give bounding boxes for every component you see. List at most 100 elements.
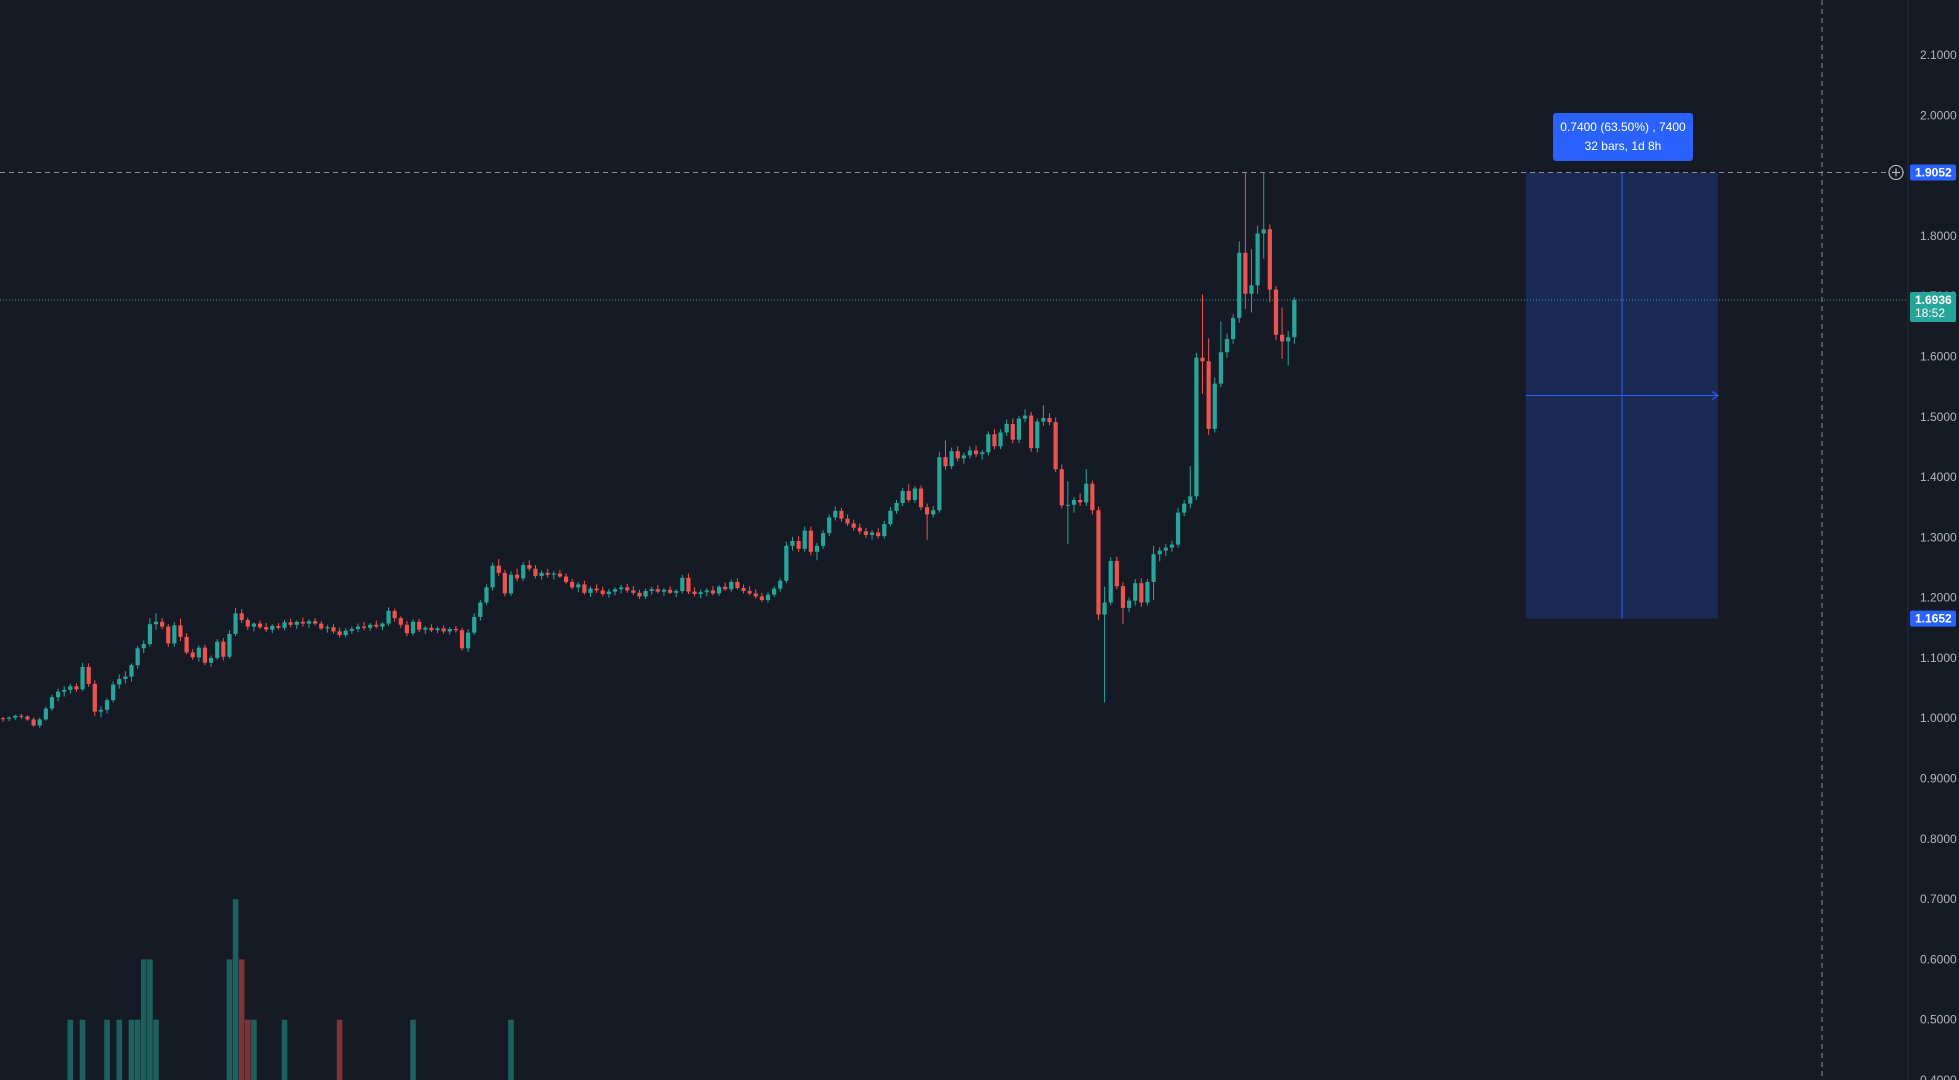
candle-body [747, 591, 752, 594]
candle-body [472, 616, 477, 633]
candle-body [1292, 299, 1297, 338]
candle-body [31, 719, 36, 726]
candle-body [955, 451, 960, 459]
candle-body [710, 590, 716, 594]
candle-body [514, 574, 520, 579]
candle-body [1194, 357, 1199, 497]
svg-text:1.1652: 1.1652 [1915, 612, 1952, 626]
candle-body [331, 627, 336, 632]
candle-body [1145, 581, 1150, 603]
candle-body [1047, 417, 1052, 423]
candle-body [257, 623, 263, 628]
candle-body [937, 457, 942, 511]
candle-body [215, 641, 220, 658]
candle-body [741, 588, 746, 592]
candle-body [208, 657, 214, 663]
candle-body [576, 584, 581, 588]
measure-arrow-icon [1711, 391, 1719, 400]
candle-body [1053, 422, 1058, 470]
volume-bar [251, 1019, 257, 1080]
measure-tooltip-line1: 0.7400 (63.50%) , 7400 [1560, 120, 1686, 134]
candle-body [723, 586, 728, 590]
candle-body [0, 718, 6, 720]
candle-body [129, 665, 134, 677]
candle-body [857, 527, 862, 532]
candle-body [631, 590, 636, 593]
candle-body [533, 568, 538, 576]
candle-body [135, 648, 140, 666]
candle-body [772, 588, 777, 595]
candle-body [912, 488, 917, 500]
candle-body [98, 709, 104, 712]
candle-body [1016, 418, 1022, 440]
candle-body [906, 490, 911, 500]
candle-body [931, 510, 936, 515]
volume-bar [140, 959, 147, 1080]
candle-body [1163, 547, 1168, 551]
volume-bar [134, 1019, 141, 1080]
candle-body [1237, 252, 1242, 318]
candle-body [1065, 504, 1070, 506]
price-tick-label: 0.9000 [1920, 772, 1957, 786]
candle-body [778, 580, 783, 589]
candle-body [851, 523, 856, 528]
candle-body [1212, 383, 1217, 429]
candle-body [1114, 560, 1119, 587]
candle-body [1243, 252, 1248, 294]
candle-body [876, 532, 881, 537]
candle-body [417, 621, 422, 630]
candle-body [1004, 424, 1009, 433]
candle-body [166, 626, 171, 644]
candle-body [1096, 510, 1101, 615]
candle-body [918, 488, 924, 508]
candle-body [202, 647, 208, 663]
candle-body [368, 624, 373, 628]
candle-body [1255, 233, 1260, 286]
candle-body [355, 626, 361, 629]
candle-body [1059, 469, 1064, 506]
candle-body [1151, 554, 1156, 582]
candle-body [86, 666, 91, 684]
candle-body [1175, 512, 1181, 545]
price-tick-label: 1.1000 [1920, 651, 1957, 665]
candle-body [802, 530, 807, 549]
candle-body [1102, 602, 1107, 615]
candle-body [43, 708, 48, 720]
price-tick-label: 0.5000 [1920, 1013, 1957, 1027]
price-tick-label: 2.0000 [1920, 108, 1957, 122]
candle-body [704, 590, 709, 593]
candle-body [1041, 417, 1046, 422]
measure-tooltip: 0.7400 (63.50%) , 7400 32 bars, 1d 8h [1553, 113, 1693, 161]
candle-body [1182, 503, 1187, 513]
candle-body [661, 589, 667, 592]
candle-body [1010, 424, 1015, 440]
candle-body [1090, 483, 1095, 511]
volume-bar [147, 959, 153, 1080]
candle-body [1029, 415, 1034, 449]
volume-bar [116, 1019, 123, 1080]
candle-body [478, 602, 483, 617]
candle-body [392, 610, 397, 619]
candle-body [111, 684, 116, 701]
candle-body [245, 619, 250, 627]
candle-body [986, 434, 991, 453]
candle-body [123, 676, 128, 680]
candle-body [521, 565, 526, 579]
volume-bar [281, 1019, 288, 1080]
candle-body [692, 591, 697, 595]
volume-bar [79, 1019, 86, 1080]
candle-body [74, 686, 79, 690]
candle-body [190, 652, 195, 658]
candle-body [508, 574, 514, 594]
candle-body [1022, 415, 1028, 419]
candle-body [894, 502, 899, 511]
volume-bar [245, 1019, 251, 1080]
candle-body [172, 625, 177, 644]
crosshair-plus-icon[interactable] [1888, 164, 1904, 181]
candle-body [961, 455, 966, 459]
candle-body [612, 589, 618, 592]
measure-tooltip-line2: 32 bars, 1d 8h [1584, 139, 1662, 153]
candle-body [313, 621, 318, 624]
candle-body [1273, 289, 1279, 335]
